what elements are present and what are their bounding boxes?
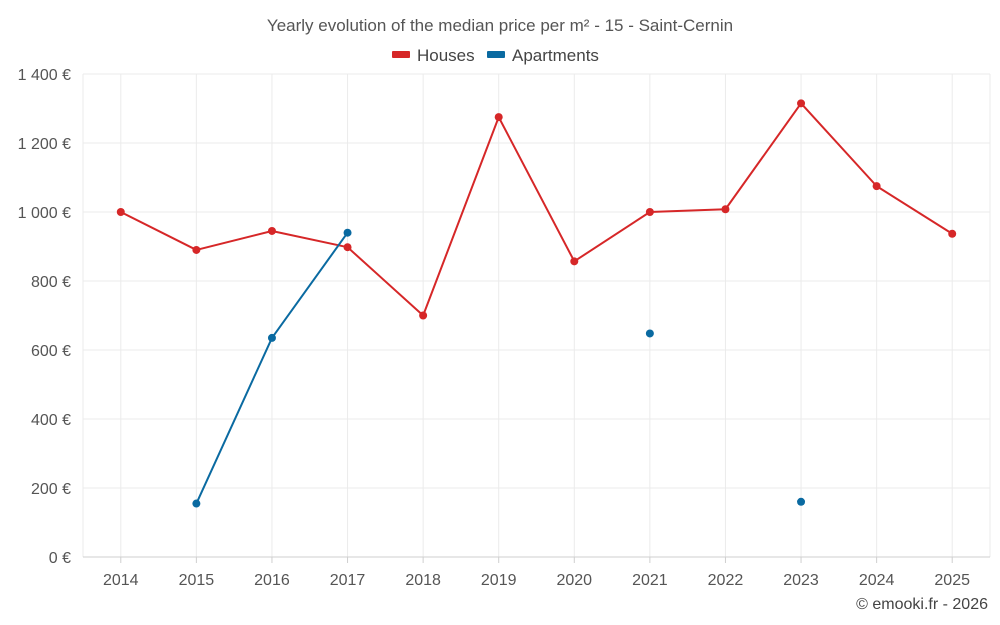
x-tick-label: 2024	[859, 572, 895, 589]
x-tick-label: 2016	[254, 572, 290, 589]
data-point-houses-2020[interactable]	[570, 257, 579, 266]
data-point-apartments-2015[interactable]	[192, 499, 201, 508]
data-point-houses-2015[interactable]	[192, 245, 201, 254]
x-tick-label: 2017	[330, 572, 366, 589]
data-point-apartments-2016[interactable]	[267, 333, 276, 342]
legend-label-houses[interactable]: Houses	[417, 46, 475, 65]
y-tick-label: 0 €	[49, 550, 71, 567]
y-tick-label: 1 200 €	[18, 136, 71, 153]
data-point-apartments-2021[interactable]	[645, 329, 654, 338]
x-tick-label: 2015	[179, 572, 215, 589]
data-point-houses-2019[interactable]	[494, 113, 503, 122]
x-tick-label: 2020	[556, 572, 592, 589]
x-tick-label: 2023	[783, 572, 819, 589]
legend-label-apartments[interactable]: Apartments	[512, 46, 599, 65]
grid	[82, 73, 991, 557]
data-point-houses-2021[interactable]	[645, 208, 654, 216]
y-tick-label: 1 400 €	[18, 67, 71, 84]
data-point-houses-2023[interactable]	[797, 99, 806, 108]
series	[116, 99, 957, 508]
x-tick-label: 2022	[708, 572, 744, 589]
data-point-houses-2018[interactable]	[419, 311, 428, 320]
chart-title: Yearly evolution of the median price per…	[267, 16, 733, 35]
legend-swatch-houses	[392, 51, 410, 58]
x-tick-label: 2021	[632, 572, 668, 589]
legend-swatch-apartments	[487, 51, 505, 58]
series-line-houses	[120, 102, 953, 317]
data-point-houses-2014[interactable]	[116, 208, 125, 216]
data-point-houses-2022[interactable]	[721, 205, 730, 214]
y-tick-label: 600 €	[31, 343, 71, 360]
x-tick-label: 2019	[481, 572, 517, 589]
data-point-apartments-2017[interactable]	[343, 228, 352, 237]
legend: Houses Apartments	[392, 46, 599, 65]
axes: 0 € 200 € 400 € 600 € 800 € 1 000 € 1 200 € 1 4…	[18, 67, 990, 589]
y-tick-label: 400 €	[31, 412, 71, 429]
data-point-apartments-2023[interactable]	[797, 497, 806, 506]
data-point-houses-2024[interactable]	[872, 182, 881, 191]
x-tick-label: 2025	[934, 572, 970, 589]
x-tick-label: 2014	[103, 572, 139, 589]
data-point-houses-2017[interactable]	[343, 243, 352, 252]
y-tick-label: 1 000 €	[18, 205, 71, 222]
data-point-houses-2016[interactable]	[267, 226, 276, 235]
x-tick-label: 2018	[405, 572, 441, 589]
y-tick-label: 800 €	[31, 274, 71, 291]
y-tick-label: 200 €	[31, 481, 71, 498]
data-point-houses-2025[interactable]	[948, 229, 957, 238]
credit-text: © emooki.fr - 2026	[856, 596, 988, 613]
